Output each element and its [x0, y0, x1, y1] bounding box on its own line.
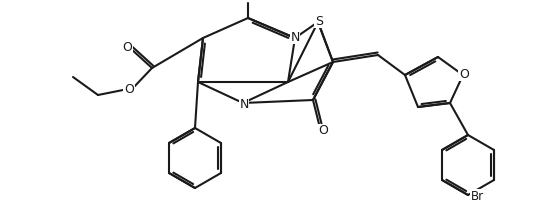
Text: N: N [291, 31, 300, 43]
Text: O: O [459, 67, 469, 80]
Text: O: O [124, 83, 134, 95]
Text: O: O [318, 125, 328, 138]
Text: S: S [315, 15, 323, 28]
Text: O: O [122, 40, 132, 54]
Text: Br: Br [471, 190, 484, 202]
Text: N: N [239, 98, 249, 110]
